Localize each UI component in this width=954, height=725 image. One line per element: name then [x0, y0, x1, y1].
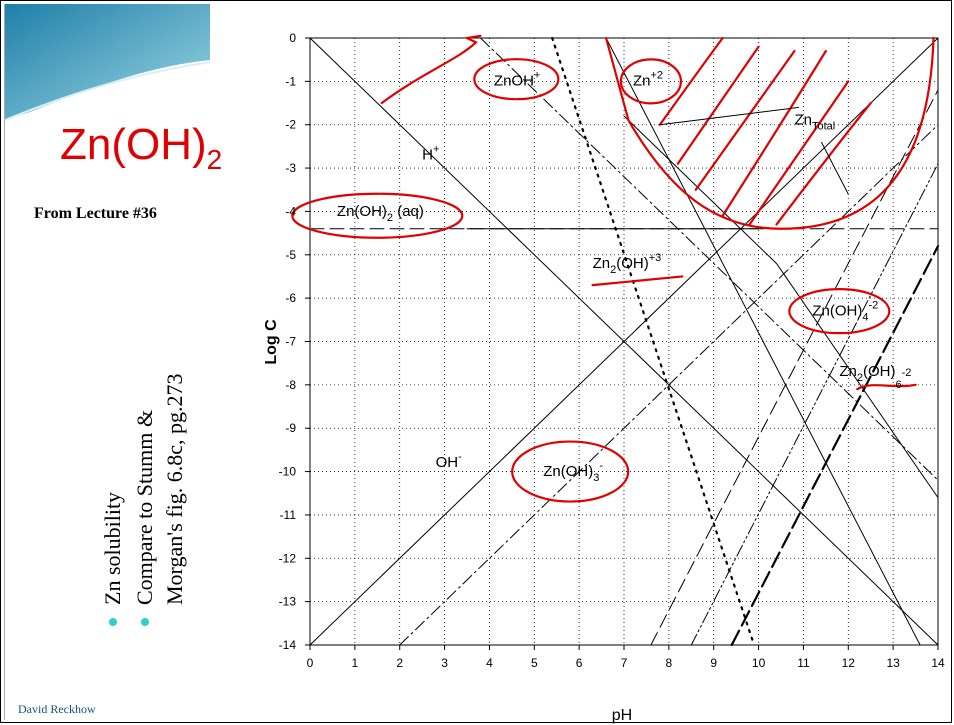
species-label-5: Zn2(OH)+3: [593, 252, 662, 276]
x-tick-12: 12: [842, 656, 856, 670]
left-panel: [4, 4, 210, 720]
x-tick-8: 8: [666, 656, 673, 670]
series-line-8: [650, 89, 939, 646]
bullet-3: Morgan's fig. 6.8c, pg.273: [162, 374, 187, 605]
species-label-9: Zn(OH)3-: [543, 460, 603, 484]
x-tick-5: 5: [531, 656, 538, 670]
species-label-4: Zn(OH)2 (aq): [337, 203, 424, 224]
y-tick-5: -5: [285, 248, 296, 262]
x-tick-1: 1: [352, 656, 359, 670]
from-lecture-label: From Lecture #36: [34, 205, 157, 222]
bullet-dot-2: [141, 618, 149, 626]
bullet-list: Zn solubility Compare to Stumm & Morgan'…: [100, 374, 187, 626]
banner-swoosh: [5, 4, 210, 120]
series-line-3: [480, 37, 939, 481]
x-tick-9: 9: [710, 656, 717, 670]
circle-zn2: [619, 58, 683, 105]
series-line-7: [399, 124, 939, 646]
species-label-6: Zn(OH)4-2: [812, 299, 878, 323]
underline-zn2oh: [591, 275, 684, 287]
x-tick-14: 14: [931, 656, 945, 670]
series-line-9: [690, 163, 939, 646]
hatch-4: [748, 80, 850, 226]
species-label-0: ZnOH+: [494, 70, 540, 90]
scribble-hplus: [380, 34, 482, 105]
species-label-7: Zn2(OH)6-2: [839, 363, 911, 391]
series-line-5: [605, 37, 921, 646]
hatch-3: [721, 49, 827, 217]
y-tick-14: -14: [279, 638, 297, 652]
x-tick-13: 13: [886, 656, 900, 670]
x-tick-7: 7: [621, 656, 628, 670]
red-annotations: [291, 34, 935, 503]
zn-total-curve: [604, 36, 935, 230]
y-tick-2: -2: [285, 118, 296, 132]
species-labels: ZnOH+ Zn+2 ZnTotal H+ Zn(OH)2 (aq) Zn2(OH)+3 Z…: [337, 70, 911, 484]
species-label-1: Zn+2: [633, 70, 663, 90]
y-tick-8: -8: [285, 378, 296, 392]
circle-znoh3: [511, 440, 630, 503]
series-line-10: [730, 245, 940, 647]
y-tick-10: -10: [279, 465, 297, 479]
author-footer: David Reckhow: [18, 702, 96, 716]
species-label-8: OH-: [436, 451, 463, 471]
hatch-0: [658, 36, 724, 126]
species-label-3: H+: [422, 143, 439, 163]
chart-ticks: 0 1 2 3 4 5 6 7 8 9 10 11 12 13 140-1-2-3-4-5-6-7-8-9-…: [279, 31, 945, 670]
x-tick-10: 10: [752, 656, 766, 670]
x-axis-label: pH: [612, 707, 632, 724]
bullet-1: Zn solubility: [100, 492, 125, 605]
x-tick-3: 3: [441, 656, 448, 670]
series-line-6: [623, 115, 939, 499]
banner-highlight: [4, 61, 211, 121]
circle-znoh2aq: [291, 192, 464, 239]
arrow-zntotal-2: [820, 141, 849, 195]
x-tick-6: 6: [576, 656, 583, 670]
x-tick-11: 11: [797, 656, 810, 670]
y-tick-6: -6: [285, 291, 296, 305]
y-axis-label: Log C: [263, 319, 280, 365]
circle-znoh: [473, 58, 560, 101]
bullet-2: Compare to Stumm &: [132, 410, 157, 605]
underline-zn2oh6: [856, 383, 917, 391]
y-tick-4: -4: [285, 204, 296, 218]
y-tick-11: -11: [280, 508, 297, 522]
chart-lines: [309, 36, 940, 647]
y-tick-3: -3: [285, 161, 296, 175]
arrow-zntotal-1: [659, 106, 800, 126]
hatch-2: [694, 49, 796, 191]
hatch-5: [775, 101, 872, 226]
y-tick-7: -7: [285, 335, 296, 349]
y-tick-13: -13: [279, 595, 297, 609]
slide-title: Zn(OH)2: [60, 120, 222, 176]
x-tick-4: 4: [486, 656, 493, 670]
x-tick-2: 2: [396, 656, 403, 670]
y-tick-9: -9: [285, 421, 296, 435]
y-tick-0: 0: [289, 31, 296, 45]
title-main: Zn(OH): [60, 120, 207, 169]
series-line-1: [309, 37, 939, 646]
species-label-2: ZnTotal: [794, 112, 835, 133]
bullet-dot-1: [109, 618, 117, 626]
title-subscript: 2: [206, 144, 223, 175]
y-tick-12: -12: [279, 551, 297, 565]
x-tick-0: 0: [307, 656, 314, 670]
y-tick-1: -1: [285, 74, 296, 88]
circle-znoh4: [788, 288, 891, 335]
hatch-1: [676, 45, 760, 165]
series-line-4: [551, 36, 756, 647]
